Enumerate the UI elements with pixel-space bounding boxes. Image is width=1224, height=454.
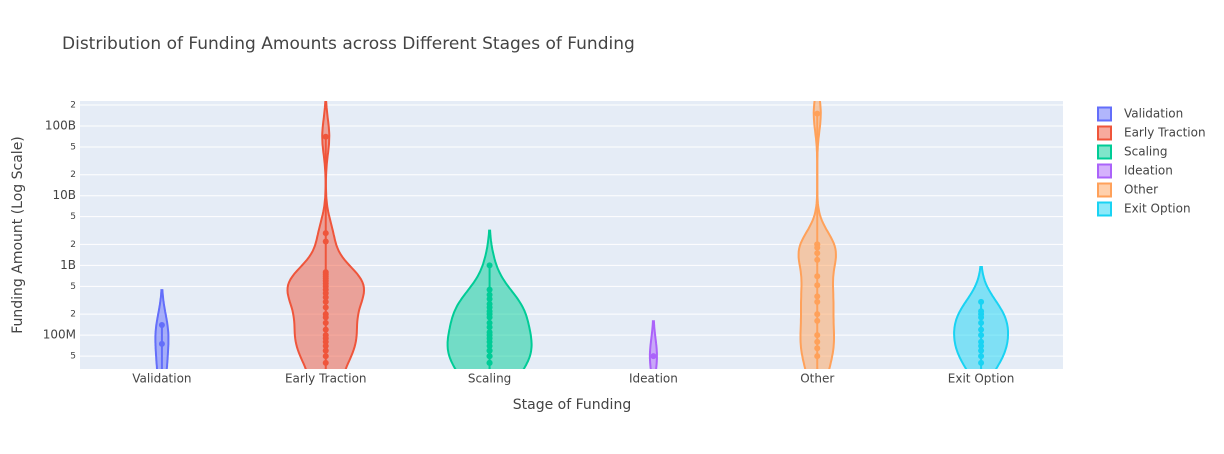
data-point xyxy=(488,368,492,369)
y-axis-title: Funding Amount (Log Scale) xyxy=(10,136,26,334)
data-point xyxy=(487,402,493,408)
y-tick-label: 2 xyxy=(70,310,76,320)
data-point xyxy=(978,359,985,366)
data-point xyxy=(486,324,493,331)
y-tick-label: 1B xyxy=(60,258,76,272)
data-point xyxy=(322,359,329,366)
legend-label: Scaling xyxy=(1124,145,1167,159)
data-point xyxy=(814,353,821,360)
data-point xyxy=(486,314,493,321)
legend-swatch xyxy=(1097,106,1112,122)
y-tick-label: 100B xyxy=(45,118,76,132)
data-point xyxy=(650,353,657,360)
plot-area xyxy=(80,101,1063,369)
data-point xyxy=(322,230,329,237)
data-point xyxy=(486,353,493,360)
data-point xyxy=(158,321,165,328)
y-tick-label: 5 xyxy=(70,352,76,362)
chart-title: Distribution of Funding Amounts across D… xyxy=(62,34,635,54)
data-point xyxy=(322,347,329,354)
legend-swatch xyxy=(1097,144,1112,160)
x-axis-title: Stage of Funding xyxy=(513,397,631,413)
data-point xyxy=(814,338,821,345)
data-point xyxy=(324,368,328,369)
y-tick-label: 2 xyxy=(70,170,76,180)
y-tick-label: 2 xyxy=(70,240,76,250)
data-point xyxy=(486,347,493,354)
data-point xyxy=(486,291,493,298)
data-point xyxy=(486,319,493,326)
data-point xyxy=(978,326,985,333)
data-point xyxy=(322,314,329,321)
data-point xyxy=(814,298,821,305)
legend-label: Ideation xyxy=(1124,164,1173,178)
x-tick-label: Validation xyxy=(132,372,191,386)
data-point xyxy=(486,359,493,366)
data-point xyxy=(979,368,983,369)
data-point xyxy=(978,298,985,305)
data-point xyxy=(814,250,821,257)
data-point xyxy=(815,368,819,369)
legend-label: Other xyxy=(1124,183,1158,197)
data-point xyxy=(322,342,329,349)
data-point xyxy=(323,402,329,408)
x-tick-label: Scaling xyxy=(468,372,511,386)
grid xyxy=(80,104,1063,357)
legend-swatch xyxy=(1097,182,1112,198)
data-point xyxy=(486,262,493,269)
y-tick-label: 5 xyxy=(70,142,76,152)
data-point xyxy=(814,332,821,339)
data-point xyxy=(814,244,821,251)
data-point xyxy=(322,238,329,245)
violins xyxy=(154,101,1009,408)
data-point xyxy=(322,319,329,326)
data-point xyxy=(486,295,493,302)
labels: 5 100M 2 5 1B 2 5 10B 2 5 100B 2 Validation Early Tra… xyxy=(43,100,1206,385)
data-point xyxy=(814,317,821,324)
x-tick-label: Early Traction xyxy=(285,372,367,386)
data-point xyxy=(322,326,329,333)
legend-label: Validation xyxy=(1124,107,1183,121)
x-tick-label: Exit Option xyxy=(948,372,1015,386)
data-point xyxy=(322,133,329,140)
y-tick-label: 100M xyxy=(43,328,76,342)
data-point xyxy=(486,342,493,349)
data-point xyxy=(978,332,985,339)
data-point xyxy=(978,319,985,326)
data-point xyxy=(814,293,821,300)
legend-swatch xyxy=(1097,163,1112,179)
data-point xyxy=(322,353,329,360)
data-point xyxy=(160,368,164,369)
y-tick-label: 5 xyxy=(70,282,76,292)
data-point xyxy=(978,342,985,349)
data-point xyxy=(486,286,493,293)
data-point xyxy=(814,311,821,318)
data-point xyxy=(814,256,821,263)
data-point xyxy=(814,345,821,352)
data-point xyxy=(814,110,821,117)
legend-swatch xyxy=(1097,125,1112,141)
data-point xyxy=(487,390,493,396)
data-point xyxy=(978,314,985,321)
data-point xyxy=(322,304,329,311)
legend-label: Exit Option xyxy=(1124,202,1191,216)
data-point xyxy=(978,347,985,354)
y-tick-label: 10B xyxy=(52,188,76,202)
y-tick-label: 5 xyxy=(70,212,76,222)
data-point xyxy=(322,294,329,301)
legend-label: Early Traction xyxy=(1124,126,1206,140)
data-point xyxy=(323,390,329,396)
y-tick-label: 2 xyxy=(70,100,76,110)
data-point xyxy=(814,273,821,280)
data-point xyxy=(814,282,821,289)
x-tick-label: Ideation xyxy=(629,372,678,386)
data-point xyxy=(322,298,329,305)
legend-swatch xyxy=(1097,201,1112,217)
x-tick-label: Other xyxy=(800,372,834,386)
data-point xyxy=(978,353,985,360)
data-point xyxy=(158,340,165,347)
